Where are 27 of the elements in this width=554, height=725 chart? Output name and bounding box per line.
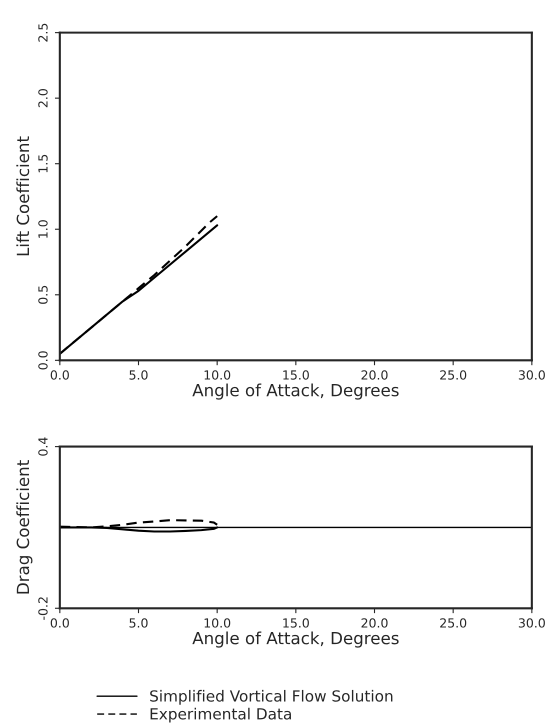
- y-axis-title: Lift Coefficient: [16, 136, 30, 256]
- y-axis-title: Drag Coefficient: [16, 460, 32, 594]
- y-tick-label: 0.5: [38, 286, 48, 304]
- x-tick-label: 15.0: [283, 618, 309, 628]
- y-tick-label: 2.5: [38, 24, 48, 42]
- x-tick-label: 15.0: [283, 370, 309, 380]
- x-tick-label: 5.0: [130, 618, 148, 628]
- x-tick-label: 25.0: [440, 618, 466, 628]
- y-tick-label: -0.2: [38, 597, 48, 620]
- x-tick-label: 5.0: [130, 370, 148, 380]
- x-tick-label: 25.0: [440, 370, 466, 380]
- x-tick-label: 20.0: [362, 618, 388, 628]
- x-tick-label: 10.0: [204, 618, 230, 628]
- legend-label: Experimental Data: [150, 708, 291, 723]
- x-tick-label: 0.0: [50, 370, 69, 380]
- y-tick-label: 2.0: [38, 89, 48, 108]
- x-tick-label: 10.0: [204, 370, 230, 380]
- y-tick-label: 1.0: [38, 220, 48, 238]
- legend-label: Simplified Vortical Flow Solution: [150, 690, 392, 705]
- x-tick-label: 30.0: [518, 618, 545, 628]
- y-tick-label: 0.4: [38, 437, 48, 456]
- x-tick-label: 0.0: [50, 618, 69, 628]
- x-tick-label: 20.0: [362, 370, 388, 380]
- x-tick-label: 30.0: [518, 370, 545, 380]
- x-axis-title: Angle of Attack, Degrees: [192, 631, 399, 648]
- x-axis-title: Angle of Attack, Degrees: [192, 384, 399, 400]
- y-tick-label: 1.5: [38, 154, 48, 172]
